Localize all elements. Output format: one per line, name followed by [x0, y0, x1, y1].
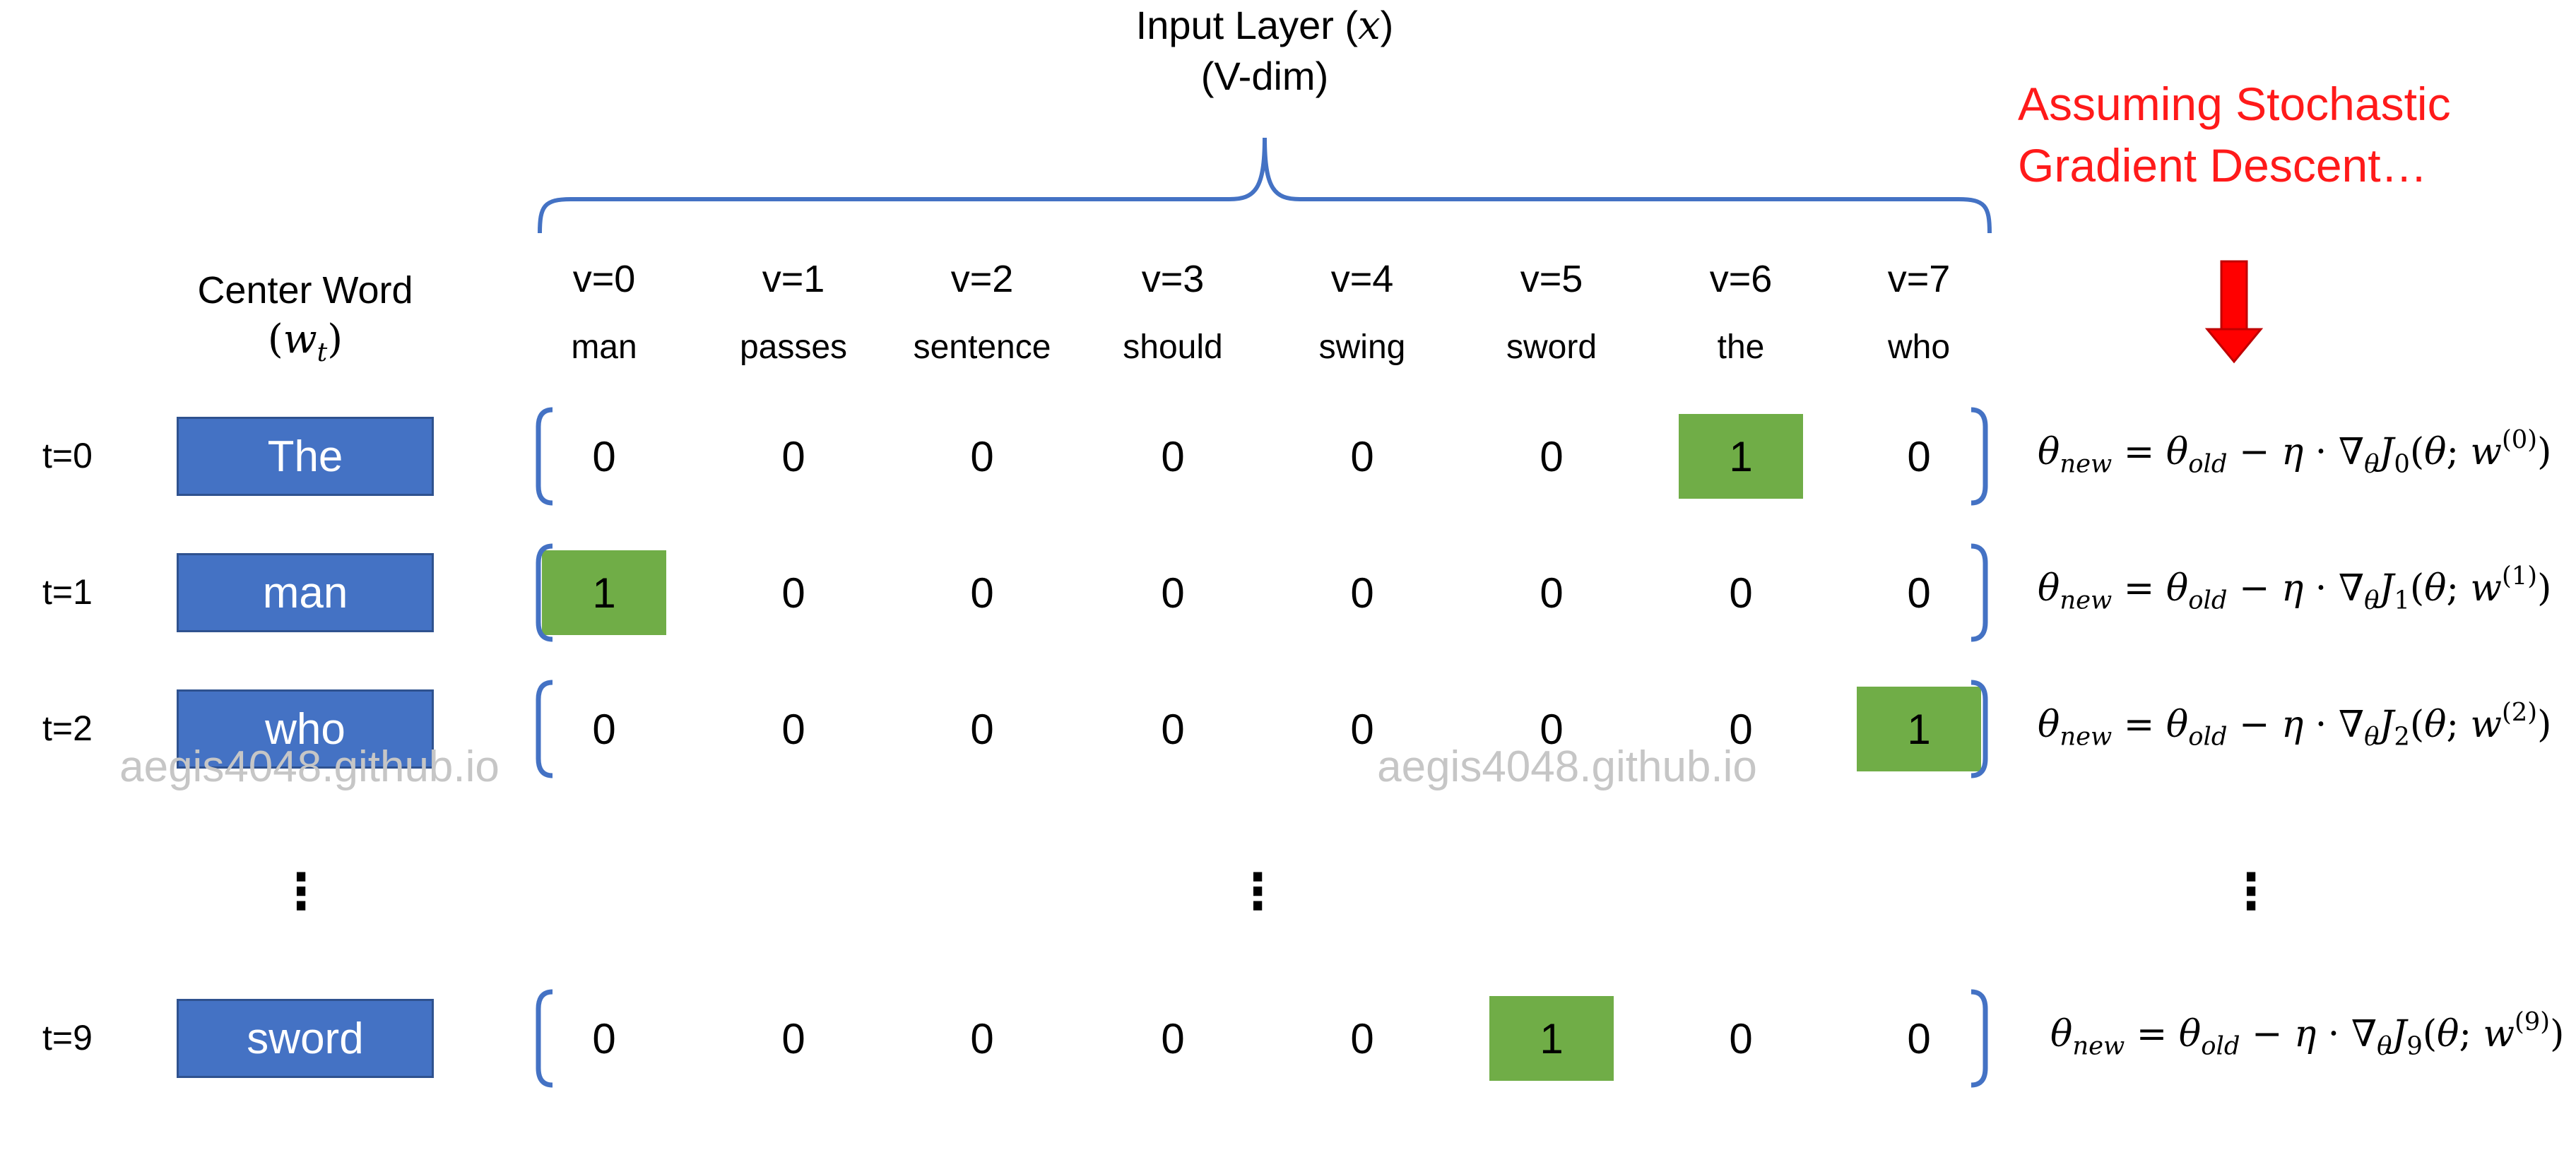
one-hot-cell: 0	[1729, 1014, 1753, 1062]
vocab-index-1: v=1	[762, 258, 825, 300]
input-layer-var: x	[1358, 3, 1381, 49]
time-step-label: t=9	[42, 1018, 93, 1058]
time-step-label: t=1	[42, 572, 93, 612]
sgd-update-equation: θnew = θold − η · ∇θJ0(θ; w(0))	[2038, 425, 2552, 479]
one-hot-cell: 0	[1350, 1014, 1374, 1062]
one-hot-cell: 0	[1907, 569, 1931, 617]
sgd-update-equation: θnew = θold − η · ∇θJ1(θ; w(1))	[2038, 562, 2552, 615]
vocab-index-3: v=3	[1141, 258, 1205, 300]
one-hot-active-cell: 1	[1679, 414, 1803, 499]
one-hot-active-cell: 1	[542, 550, 666, 635]
vocab-word-3: should	[1123, 328, 1223, 366]
one-hot-cell: 0	[781, 432, 805, 480]
row-brackets	[536, 407, 1988, 1088]
vocab-word-2: sentence	[913, 328, 1051, 366]
right-bracket	[1971, 989, 1988, 1088]
right-bracket	[1971, 407, 1988, 506]
sgd-update-equation: θnew = θold − η · ∇θJ9(θ; w(9))	[2050, 1007, 2565, 1061]
vocab-index-6: v=6	[1709, 258, 1773, 300]
one-hot-cell: 0	[781, 569, 805, 617]
left-bracket	[536, 543, 553, 642]
one-hot-cell: 0	[592, 432, 616, 480]
input-layer-brace	[538, 137, 1992, 234]
left-bracket	[536, 680, 553, 778]
vocab-index-7: v=7	[1887, 258, 1951, 300]
center-word-box: The	[177, 417, 434, 496]
sgd-update-equation: θnew = θold − η · ∇θJ2(θ; w(2))	[2038, 698, 2552, 752]
one-hot-cell: 0	[592, 1014, 616, 1062]
center-word-box: who	[177, 689, 434, 769]
ellipsis-vector: ⋮	[1233, 864, 1282, 919]
one-hot-cell: 0	[1161, 432, 1185, 480]
left-bracket	[536, 407, 553, 506]
watermark-left: aegis4048.github.io	[119, 742, 500, 791]
sgd-note-line1: Assuming Stochastic	[2018, 78, 2451, 130]
one-hot-cell: 0	[592, 705, 616, 753]
input-layer-title-text: Input Layer (	[1135, 3, 1359, 47]
one-hot-cell: 0	[1540, 705, 1564, 753]
one-hot-cell: 0	[781, 1014, 805, 1062]
vocab-word-5: sword	[1506, 328, 1597, 366]
center-word-symbol: (wt)	[267, 316, 343, 368]
one-hot-cell: 0	[970, 569, 994, 617]
one-hot-cell: 0	[970, 432, 994, 480]
one-hot-active-cell: 1	[1857, 687, 1981, 771]
one-hot-cell: 0	[1161, 705, 1185, 753]
watermark-center: aegis4048.github.io	[1377, 742, 1757, 791]
vocab-index-0: v=0	[572, 258, 636, 300]
one-hot-cell: 0	[781, 705, 805, 753]
right-bracket	[1971, 543, 1988, 642]
vocab-word-0: man	[571, 328, 637, 366]
right-bracket	[1971, 680, 1988, 778]
vocab-index-4: v=4	[1330, 258, 1394, 300]
sgd-note-line2: Gradient Descent…	[2018, 139, 2428, 192]
one-hot-cell: 0	[1729, 705, 1753, 753]
input-layer-close: )	[1380, 3, 1394, 47]
vocab-word-6: the	[1717, 328, 1765, 366]
one-hot-cell: 0	[1729, 569, 1753, 617]
left-bracket	[536, 989, 553, 1088]
one-hot-cell: 0	[1350, 569, 1374, 617]
sgd-note: Assuming Stochastic Gradient Descent…	[2018, 73, 2451, 196]
one-hot-cell: 0	[1540, 432, 1564, 480]
one-hot-cell: 0	[1350, 705, 1374, 753]
one-hot-cell: 0	[1161, 1014, 1185, 1062]
center-word-box: sword	[177, 999, 434, 1078]
vocab-word-7: who	[1887, 328, 1951, 366]
center-word-label: Center Word	[197, 269, 413, 312]
one-hot-cell: 0	[970, 1014, 994, 1062]
time-step-label: t=0	[42, 436, 93, 475]
one-hot-cell: 0	[1907, 432, 1931, 480]
one-hot-cell: 0	[1350, 432, 1374, 480]
vocab-word-1: passes	[739, 328, 848, 366]
down-arrow-icon	[2204, 260, 2264, 364]
ellipsis-equations: ⋮	[2226, 864, 2276, 919]
vocab-index-5: v=5	[1520, 258, 1583, 300]
time-step-label: t=2	[42, 709, 93, 748]
one-hot-cell: 0	[1540, 569, 1564, 617]
vocab-word-4: swing	[1318, 328, 1406, 366]
center-word-box: man	[177, 553, 434, 632]
input-layer-subtitle: (V-dim)	[1200, 54, 1329, 98]
one-hot-active-cell: 1	[1489, 996, 1614, 1081]
one-hot-cell: 0	[970, 705, 994, 753]
one-hot-cell: 0	[1907, 1014, 1931, 1062]
vocab-index-2: v=2	[950, 258, 1014, 300]
input-layer-title: Input Layer (x)	[1136, 0, 1394, 52]
ellipsis-rows: ⋮	[276, 864, 326, 919]
one-hot-cell: 0	[1161, 569, 1185, 617]
